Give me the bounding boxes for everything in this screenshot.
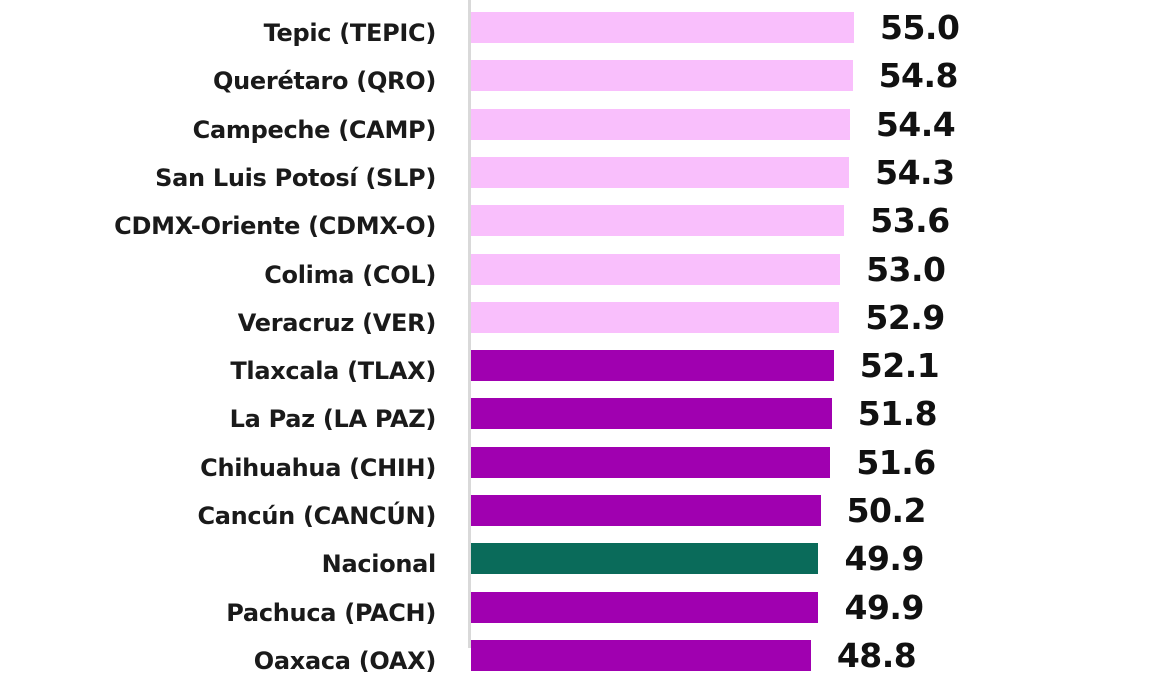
data-bar [471, 350, 834, 382]
data-bar [471, 156, 850, 188]
data-bar [471, 108, 850, 140]
data-bar [471, 639, 811, 671]
category-label: Tlaxcala (TLAX) [230, 357, 436, 386]
category-label: Pachuca (PACH) [226, 598, 436, 627]
category-axis-line [468, 0, 471, 648]
category-label: Veracruz (VER) [237, 308, 437, 337]
value-label: 53.0 [866, 249, 946, 289]
bar-row: La Paz (LA PAZ) 51.8 [0, 394, 1152, 446]
value-label: 49.9 [844, 539, 924, 579]
data-bar [471, 60, 853, 92]
bar-row: Campeche (CAMP) 54.4 [0, 105, 1152, 157]
category-label: San Luis Potosí (SLP) [155, 163, 436, 192]
bar-row: CDMX-Oriente (CDMX-O) 53.6 [0, 201, 1152, 253]
data-bar [471, 398, 832, 430]
category-label: Colima (COL) [264, 260, 436, 289]
bar-row: Chihuahua (CHIH) 51.6 [0, 443, 1152, 495]
data-bar [471, 446, 831, 478]
value-label: 49.9 [844, 587, 924, 627]
bar-row: Veracruz (VER) 52.9 [0, 298, 1152, 350]
value-label: 51.8 [857, 394, 938, 434]
bar-row: Querétaro (QRO) 54.8 [0, 56, 1152, 108]
category-label: CDMX-Oriente (CDMX-O) [114, 212, 436, 241]
bar-row: Colima (COL) 53.0 [0, 250, 1152, 302]
value-label: 55.0 [880, 8, 960, 47]
category-label: Chihuahua (CHIH) [200, 453, 436, 482]
value-label: 48.8 [836, 635, 917, 675]
category-label: Cancún (CANCÚN) [197, 502, 436, 530]
value-label: 50.2 [846, 491, 927, 530]
data-bar [471, 301, 840, 333]
value-label: 52.1 [859, 346, 940, 386]
bar-row: Tlaxcala (TLAX) 52.1 [0, 346, 1152, 398]
bar-row: San Luis Potosí (SLP) 54.3 [0, 153, 1152, 205]
data-bar [471, 205, 845, 237]
bar-row: Pachuca (PACH) 49.9 [0, 588, 1152, 640]
data-bar [471, 12, 854, 43]
data-bar [471, 253, 841, 285]
category-label: Querétaro (QRO) [213, 67, 436, 96]
bar-row: Tepic (TEPIC) 55.0 [0, 8, 1152, 60]
value-label: 51.6 [856, 442, 936, 482]
category-label: La Paz (LA PAZ) [229, 405, 437, 434]
category-label: Nacional [321, 550, 437, 579]
data-bar [471, 591, 819, 623]
data-bar [471, 495, 821, 526]
national-bar [471, 543, 819, 575]
bar-row: Nacional 49.9 [0, 539, 1152, 591]
category-label: Oaxaca (OAX) [253, 646, 437, 675]
category-label: Tepic (TEPIC) [263, 19, 437, 47]
value-label: 54.3 [875, 152, 955, 192]
value-label: 53.6 [870, 201, 950, 241]
category-label: Campeche (CAMP) [192, 115, 437, 144]
bar-row: Cancún (CANCÚN) 50.2 [0, 491, 1152, 543]
value-label: 52.9 [865, 297, 945, 337]
value-label: 54.8 [878, 56, 959, 96]
bar-row: Oaxaca (OAX) 48.8 [0, 636, 1152, 688]
value-label: 54.4 [875, 104, 956, 144]
